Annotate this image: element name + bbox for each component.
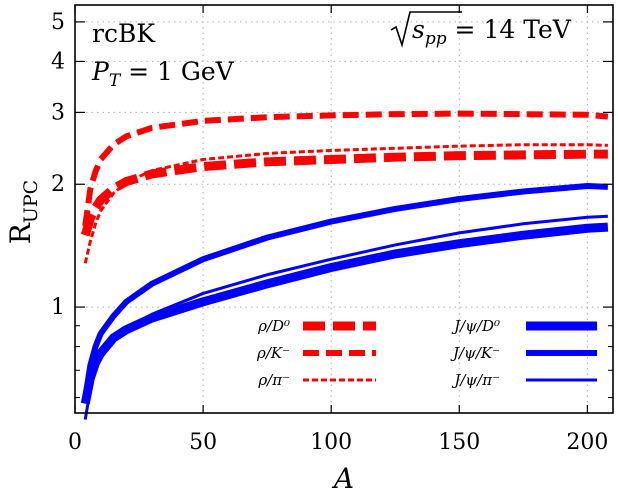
pt-label-main: P [91,57,110,86]
y-tick-label: 1 [51,295,65,320]
series-line-1 [82,110,609,227]
y-tick-label: 3 [51,100,65,125]
legend-label-3: J/ψ/D⁰ [451,317,500,335]
model-label: rcBK [92,19,156,48]
energy-value: = 14 TeV [447,15,572,44]
series-lines [80,110,609,420]
x-tick-label: 0 [68,430,82,455]
pt-label-sub: T [109,71,122,91]
svg-text:spp = 14 TeV: spp = 14 TeV [412,15,572,49]
series-line-4 [82,183,609,399]
plot-frame [74,4,614,414]
legend: ρ/D⁰ ρ/K⁻ ρ/π⁻ J/ψ/D⁰ J/ψ/K⁻ J/ψ/π⁻ [256,317,597,389]
y-axis-title-sub: UPC [20,180,42,223]
y-tick-label: 2 [51,172,65,197]
series-line-3 [80,222,609,405]
series-line-2 [83,143,608,264]
y-tick-label: 5 [51,10,65,35]
pt-label-value: = 1 GeV [120,57,234,86]
x-tick-label: 200 [566,430,608,455]
x-tick-label: 50 [189,430,217,455]
series-line-5 [83,214,608,420]
legend-label-2: ρ/π⁻ [257,371,290,389]
y-tick-label: 4 [51,49,65,74]
sqrt-sign [390,11,462,48]
legend-label-1: ρ/K⁻ [256,344,290,362]
legend-label-4: J/ψ/K⁻ [450,344,500,362]
energy-label: spp = 14 TeV [390,11,572,49]
x-tick-label: 100 [310,430,352,455]
y-axis-title: RUPC [4,180,42,244]
series-line-0 [80,149,608,237]
y-axis-title-main: R [4,222,37,244]
legend-label-0: ρ/D⁰ [257,317,290,335]
pt-label: PT = 1 GeV [91,57,235,91]
gridlines [75,5,613,413]
axis-ticks: 0 50 100 150 200 1 2 3 4 5 [51,5,613,455]
energy-sub: pp [425,29,447,49]
x-tick-label: 150 [438,430,480,455]
legend-label-5: J/ψ/π⁻ [451,371,500,389]
x-axis-title: A [331,462,354,495]
